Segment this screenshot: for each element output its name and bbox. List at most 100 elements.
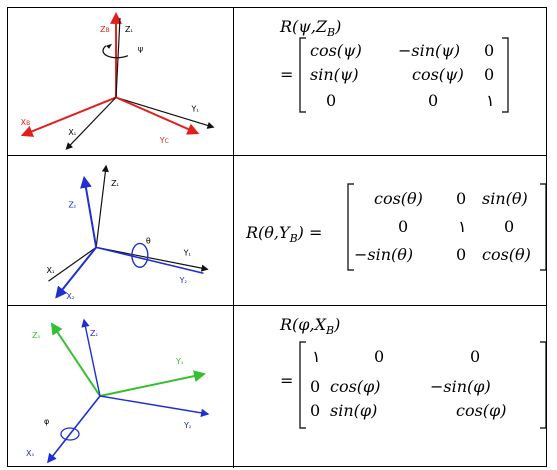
matrix-cell: cos(φ) <box>330 377 381 396</box>
matrix-right-bracket <box>540 183 546 271</box>
equation-cell-y: R(θ,YB) = cos(θ) 0 sin(θ) 0 ١ 0 −sin(θ) … <box>234 156 546 305</box>
matrix-cell: 0 <box>326 91 336 110</box>
eq-header-close-x: ) <box>333 315 340 334</box>
x-rotation-axes-figure: φ Z₃ Z₂ Y₃ Y₂ X₃ <box>26 318 210 464</box>
svg-text:R(θ,YB) =: R(θ,YB) = <box>245 223 322 245</box>
label-z: Z₁ <box>125 25 133 34</box>
x-rotation-matrix: R(φ,XB) = ١ 0 0 0 cos(φ) −sin(φ) 0 sin(φ… <box>279 315 546 429</box>
label-y: Y₁ <box>191 104 200 113</box>
axis-z-blue <box>81 318 101 397</box>
axis-y <box>96 246 209 272</box>
matrix-cell: 0 <box>374 347 384 366</box>
z-rotation-matrix: R(ψ,ZB) = cos(ψ) −sin(ψ) 0 sin(ψ) cos(ψ)… <box>279 17 509 113</box>
rotation-matrices-table: ψ ZB Z₁ XB X₁ Y₁ YC R(ψ,ZB) = cos(ψ) −si… <box>7 7 547 468</box>
axis-x-b <box>20 96 117 137</box>
figure-cell-x: φ Z₃ Z₂ Y₃ Y₂ X₃ <box>8 306 234 468</box>
table-row-x-rotation: φ Z₃ Z₂ Y₃ Y₂ X₃ R(φ,XB) = ١ 0 0 0 cos(φ… <box>8 306 546 468</box>
eq-header-x: R(φ,X <box>279 315 327 334</box>
label-x: X₁ <box>68 128 76 137</box>
matrix-cell: 0 <box>398 217 408 236</box>
matrix-cell: −sin(ψ) <box>398 41 460 60</box>
axis-z <box>95 164 109 248</box>
label-phi: φ <box>44 417 49 426</box>
eq-header-y: R(θ,Y <box>245 223 291 242</box>
label-y-2: Y₂ <box>179 276 188 285</box>
rotation-arrow-icon <box>102 45 129 59</box>
matrix-left-bracket <box>347 183 354 271</box>
svg-text:R(φ,XB): R(φ,XB) <box>279 315 340 337</box>
eq-header-close-z: ) <box>334 17 341 36</box>
axis-y <box>115 96 215 129</box>
z-rotation-axes-figure: ψ ZB Z₁ XB X₁ Y₁ YC <box>20 11 215 150</box>
axis-z-green <box>50 322 101 397</box>
matrix-cell: cos(ψ) <box>310 41 362 60</box>
matrix-cell: ١ <box>458 217 467 236</box>
eq-header-sub-y: B <box>289 232 298 245</box>
eq-header-sub-x: B <box>325 324 334 337</box>
label-theta: θ <box>146 236 151 245</box>
rotation-arrow-icon <box>131 242 149 268</box>
label-z-blue: Z₂ <box>90 329 98 338</box>
matrix-cell: 0 <box>310 401 320 420</box>
axis-y-blue <box>95 246 204 274</box>
axis-x-blue <box>55 246 97 299</box>
eq-header-close-y: ) = <box>297 223 323 242</box>
matrix-cell: sin(ψ) <box>310 65 359 84</box>
label-z-green: Z₃ <box>32 331 40 340</box>
matrix-left-bracket <box>299 37 306 113</box>
matrix-cell: ١ <box>486 91 495 110</box>
rotation-arrow-icon <box>60 427 80 441</box>
matrix-cell: 0 <box>428 91 438 110</box>
matrix-cell: cos(φ) <box>456 401 507 420</box>
matrix-right-bracket <box>502 37 509 113</box>
label-y-c: YC <box>159 136 169 145</box>
label-psi: ψ <box>138 45 143 54</box>
eq-equals-z: = <box>280 65 293 84</box>
label-x: X₃ <box>26 449 34 458</box>
equation-cell-x: R(φ,XB) = ١ 0 0 0 cos(φ) −sin(φ) 0 sin(φ… <box>234 306 546 468</box>
matrix-cell: cos(ψ) <box>412 65 464 84</box>
axis-y-green <box>99 370 206 397</box>
eq-equals-x: = <box>280 371 293 390</box>
label-z-1: Z₁ <box>111 179 119 188</box>
matrix-cell: 0 <box>456 189 466 208</box>
axis-y-blue <box>99 395 210 417</box>
label-x-1: X₁ <box>46 266 54 275</box>
figure-cell-z: ψ ZB Z₁ XB X₁ Y₁ YC <box>8 8 234 155</box>
label-x-b: XB <box>21 118 31 127</box>
label-y-1: Y₁ <box>183 248 192 257</box>
equation-cell-z: R(ψ,ZB) = cos(ψ) −sin(ψ) 0 sin(ψ) cos(ψ)… <box>234 8 546 155</box>
y-rotation-axes-figure: θ Z₁ Z₂ X₁ X₂ Y₁ Y₂ <box>46 164 209 301</box>
matrix-cell: cos(θ) <box>374 189 423 208</box>
label-z-2: Z₂ <box>68 201 76 210</box>
y-rotation-matrix: R(θ,YB) = cos(θ) 0 sin(θ) 0 ١ 0 −sin(θ) … <box>245 183 546 271</box>
matrix-cell: sin(θ) <box>482 189 528 208</box>
eq-header-z: R(ψ,Z <box>279 17 328 36</box>
label-x-2: X₂ <box>66 292 74 301</box>
matrix-cell: 0 <box>470 347 480 366</box>
matrix-cell: 0 <box>504 217 514 236</box>
matrix-right-bracket <box>540 341 546 429</box>
label-y-green: Y₃ <box>175 357 184 366</box>
table-row-z-rotation: ψ ZB Z₁ XB X₁ Y₁ YC R(ψ,ZB) = cos(ψ) −si… <box>8 8 546 156</box>
axis-x <box>48 246 97 282</box>
label-y-blue: Y₂ <box>183 421 192 430</box>
matrix-cell: cos(θ) <box>482 245 531 264</box>
matrix-cell: 0 <box>484 65 494 84</box>
axis-y-c <box>115 96 200 135</box>
svg-text:R(ψ,ZB): R(ψ,ZB) <box>279 17 341 39</box>
figure-cell-y: θ Z₁ Z₂ X₁ X₂ Y₁ Y₂ <box>8 156 234 305</box>
eq-header-sub-z: B <box>326 26 335 39</box>
matrix-cell: −sin(φ) <box>430 377 491 396</box>
matrix-cell: 0 <box>456 245 466 264</box>
table-row-y-rotation: θ Z₁ Z₂ X₁ X₂ Y₁ Y₂ R(θ,YB) = cos(θ) 0 s… <box>8 156 546 306</box>
matrix-cell: sin(φ) <box>330 401 377 420</box>
label-z-b: ZB <box>100 25 110 34</box>
matrix-cell: 0 <box>310 377 320 396</box>
matrix-left-bracket <box>299 341 306 429</box>
axis-x <box>65 96 117 150</box>
axis-z-blue <box>80 175 98 248</box>
matrix-cell: 0 <box>484 41 494 60</box>
matrix-cell: −sin(θ) <box>354 245 413 264</box>
matrix-cell: ١ <box>312 347 321 366</box>
